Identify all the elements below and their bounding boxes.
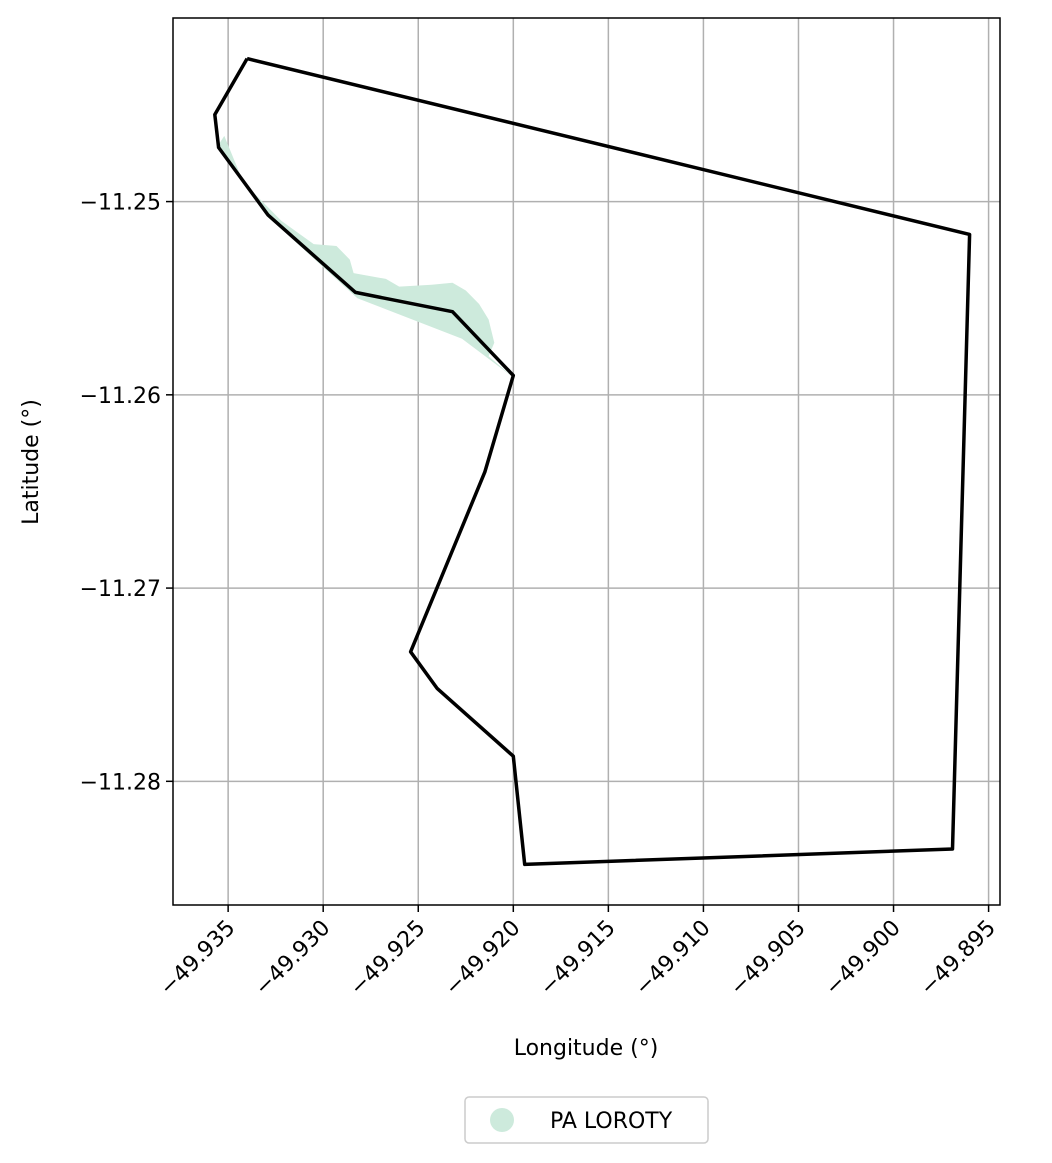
legend: PA LOROTY bbox=[464, 1096, 709, 1144]
y-tick-label: −11.26 bbox=[80, 384, 161, 409]
x-tick-label: −49.910 bbox=[631, 916, 716, 1001]
y-tick-label: −11.27 bbox=[80, 577, 161, 602]
y-axis-label: Latitude (°) bbox=[19, 399, 44, 525]
legend-label: PA LOROTY bbox=[550, 1109, 673, 1134]
x-tick-label: −49.925 bbox=[345, 916, 430, 1001]
x-tick-label: −49.935 bbox=[155, 916, 240, 1001]
legend-marker bbox=[490, 1108, 514, 1132]
x-tick-label: −49.900 bbox=[821, 916, 906, 1001]
x-tick-label: −49.920 bbox=[440, 916, 525, 1001]
x-tick-label: −49.930 bbox=[250, 916, 335, 1001]
map-layers bbox=[213, 56, 972, 867]
y-tick-label: −11.28 bbox=[80, 770, 161, 795]
legend-box bbox=[464, 1096, 709, 1144]
x-tick-label: −49.915 bbox=[535, 916, 620, 1001]
x-axis-label: Longitude (°) bbox=[514, 1036, 659, 1061]
grid-lines bbox=[173, 18, 1000, 905]
x-axis-ticks: −49.935 −49.930 −49.925 −49.920 −49.915 −49.9… bbox=[155, 905, 1001, 1001]
y-tick-label: −11.25 bbox=[80, 191, 161, 216]
pa-loroty-area bbox=[216, 135, 514, 378]
x-tick-label: −49.895 bbox=[916, 916, 1001, 1001]
boundary-outline bbox=[213, 56, 972, 867]
plot-frame bbox=[172, 17, 1001, 906]
x-tick-label: −49.905 bbox=[726, 916, 811, 1001]
y-axis-ticks: −11.25 −11.26 −11.27 −11.28 bbox=[80, 191, 173, 795]
